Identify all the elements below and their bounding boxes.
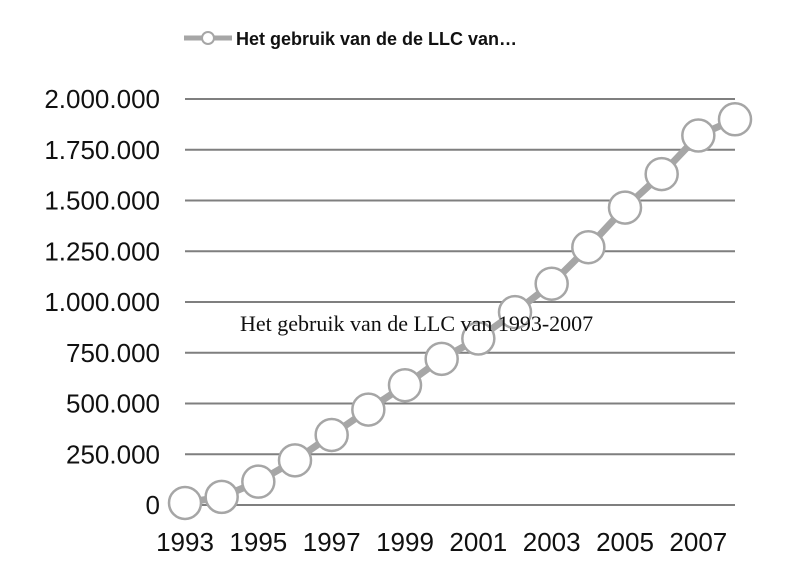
data-point-0-9 <box>497 294 533 330</box>
data-point-0-2 <box>241 464 276 499</box>
legend-label: Het gebruik van de de LLC van… <box>236 29 517 49</box>
data-point-0-5 <box>351 392 386 427</box>
series-line-0 <box>184 116 737 507</box>
data-point-0-12 <box>607 190 643 225</box>
x-tick-label-2: 1997 <box>303 527 361 557</box>
legend: Het gebruik van de de LLC van… <box>184 29 517 49</box>
data-point-0-10 <box>534 266 569 301</box>
y-tick-label-2: 500.000 <box>66 389 160 419</box>
y-tick-label-0: 0 <box>146 490 160 520</box>
data-point-0-6 <box>387 367 423 403</box>
data-point-0-4 <box>314 417 349 453</box>
data-point-0-3 <box>277 443 313 478</box>
x-axis-tick-labels: 1993 1995 1997 1999 2001 2003 2005 2007 <box>156 527 727 557</box>
y-tick-label-8: 2.000.000 <box>44 84 160 114</box>
data-point-0-13 <box>644 156 679 192</box>
data-point-0-1 <box>204 479 239 515</box>
chart-annotation: Het gebruik van de LLC van 1993-2007 <box>240 311 593 336</box>
data-point-0-11 <box>571 229 606 265</box>
y-tick-label-4: 1.000.000 <box>44 287 160 317</box>
x-tick-label-1: 1995 <box>229 527 287 557</box>
data-point-0-15 <box>717 102 753 137</box>
grid-lines <box>185 98 735 506</box>
x-tick-label-7: 2007 <box>669 527 727 557</box>
y-tick-label-6: 1.500.000 <box>44 186 160 216</box>
legend-marker-swatch <box>201 31 215 45</box>
y-tick-label-5: 1.250.000 <box>44 236 160 266</box>
y-axis-tick-labels: 0 250.000 500.000 750.000 1.000.000 1.250.000… <box>44 84 160 520</box>
y-tick-label-1: 250.000 <box>66 439 160 469</box>
y-tick-label-3: 750.000 <box>66 338 160 368</box>
x-tick-label-6: 2005 <box>596 527 654 557</box>
series-group <box>167 102 753 521</box>
x-tick-label-5: 2003 <box>523 527 581 557</box>
data-point-0-7 <box>424 341 459 377</box>
x-tick-label-0: 1993 <box>156 527 214 557</box>
data-point-0-14 <box>681 118 716 153</box>
y-tick-label-7: 1.750.000 <box>44 135 160 165</box>
data-point-0-8 <box>461 321 496 356</box>
data-point-0-0 <box>167 485 203 521</box>
x-tick-label-4: 2001 <box>449 527 507 557</box>
x-tick-label-3: 1999 <box>376 527 434 557</box>
